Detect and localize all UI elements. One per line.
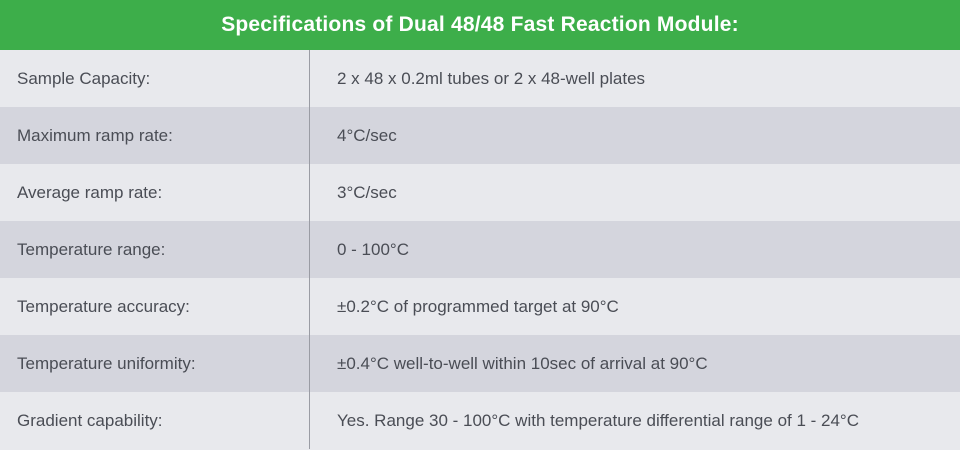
table-row: Sample Capacity: 2 x 48 x 0.2ml tubes or… <box>0 50 960 107</box>
row-label: Sample Capacity: <box>0 50 310 107</box>
spec-table-title: Specifications of Dual 48/48 Fast Reacti… <box>0 0 960 50</box>
row-label: Temperature uniformity: <box>0 335 310 392</box>
table-row: Average ramp rate: 3°C/sec <box>0 164 960 221</box>
spec-table: Sample Capacity: 2 x 48 x 0.2ml tubes or… <box>0 50 960 449</box>
row-label: Maximum ramp rate: <box>0 107 310 164</box>
row-label: Average ramp rate: <box>0 164 310 221</box>
table-row: Temperature uniformity: ±0.4°C well-to-w… <box>0 335 960 392</box>
row-label: Temperature accuracy: <box>0 278 310 335</box>
row-value: 4°C/sec <box>337 125 397 145</box>
table-row: Gradient capability: Yes. Range 30 - 100… <box>0 392 960 449</box>
row-label: Gradient capability: <box>0 392 310 449</box>
row-value: ±0.4°C well-to-well within 10sec of arri… <box>337 353 708 373</box>
row-value: 2 x 48 x 0.2ml tubes or 2 x 48-well plat… <box>337 68 646 88</box>
table-row: Maximum ramp rate: 4°C/sec <box>0 107 960 164</box>
table-row: Temperature accuracy: ±0.2°C of programm… <box>0 278 960 335</box>
row-value: ±0.2°C of programmed target at 90°C <box>337 296 619 316</box>
table-row: Temperature range: 0 - 100°C <box>0 221 960 278</box>
row-value: 0 - 100°C <box>337 239 410 259</box>
row-value: 3°C/sec <box>337 182 397 202</box>
row-label: Temperature range: <box>0 221 310 278</box>
row-value: Yes. Range 30 - 100°C with temperature d… <box>337 410 860 430</box>
